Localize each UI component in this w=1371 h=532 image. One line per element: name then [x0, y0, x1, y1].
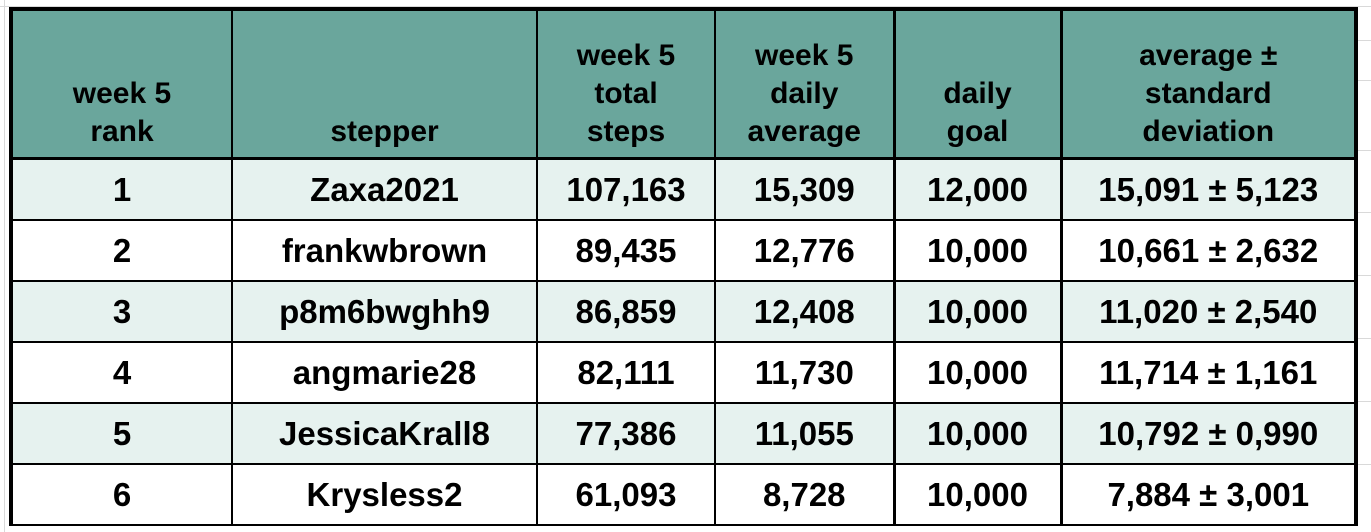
- total-steps-cell[interactable]: 82,111: [536, 341, 716, 404]
- header-label-line: daily: [943, 77, 1012, 110]
- rank-cell[interactable]: 4: [9, 341, 233, 404]
- header-daily-goal[interactable]: daily goal: [892, 7, 1062, 160]
- stepper-cell[interactable]: angmarie28: [231, 341, 538, 404]
- sheet-gridline: [0, 6, 1371, 7]
- stepper-cell[interactable]: Krysless2: [231, 463, 538, 526]
- sheet-gridline: [1358, 338, 1371, 339]
- average-sd-cell[interactable]: 11,020 ± 2,540: [1059, 280, 1358, 343]
- rank-cell[interactable]: 3: [9, 280, 233, 343]
- average-sd-cell[interactable]: 11,714 ± 1,161: [1059, 341, 1358, 404]
- header-daily-average[interactable]: week 5 daily average: [714, 7, 895, 160]
- sheet-gridline: [1358, 80, 1371, 81]
- header-row: week 5 rank stepper week 5 total steps week…: [9, 7, 1358, 160]
- header-label-line: stepper: [330, 115, 439, 148]
- header-label-line: standard: [1144, 77, 1272, 110]
- total-steps-cell[interactable]: 89,435: [536, 219, 716, 282]
- sheet-gridline: [1358, 40, 1371, 41]
- header-label-line: week 5: [755, 39, 854, 72]
- table-row: 3 p8m6bwghh9 86,859 12,408 10,000 11,020 ± 2,…: [9, 280, 1358, 343]
- total-steps-cell[interactable]: 107,163: [536, 157, 716, 221]
- header-stepper[interactable]: stepper: [231, 7, 538, 160]
- total-steps-cell[interactable]: 86,859: [536, 280, 716, 343]
- table-row: 4 angmarie28 82,111 11,730 10,000 11,714 ± 1,…: [9, 341, 1358, 404]
- table-row: 1 Zaxa2021 107,163 15,309 12,000 15,091 ± 5,1…: [9, 157, 1358, 221]
- daily-goal-cell[interactable]: 10,000: [892, 402, 1062, 465]
- header-rank[interactable]: week 5 rank: [9, 7, 233, 160]
- daily-goal-cell[interactable]: 10,000: [892, 219, 1062, 282]
- table-row: 5 JessicaKrall8 77,386 11,055 10,000 10,792 ±…: [9, 402, 1358, 465]
- stepper-cell[interactable]: Zaxa2021: [231, 157, 538, 221]
- total-steps-cell[interactable]: 77,386: [536, 402, 716, 465]
- header-label-line: average ±: [1139, 39, 1278, 72]
- sheet-gridline: [1358, 464, 1371, 465]
- average-sd-cell[interactable]: 7,884 ± 3,001: [1059, 463, 1358, 526]
- stepper-cell[interactable]: JessicaKrall8: [231, 402, 538, 465]
- daily-goal-cell[interactable]: 12,000: [892, 157, 1062, 221]
- header-label-line: average: [747, 115, 861, 148]
- header-label-line: week 5: [72, 77, 172, 110]
- rank-cell[interactable]: 6: [9, 463, 233, 526]
- header-label-line: goal: [946, 115, 1009, 148]
- header-average-sd[interactable]: average ± standard deviation: [1059, 7, 1358, 160]
- rank-cell[interactable]: 2: [9, 219, 233, 282]
- header-label-line: daily: [770, 77, 839, 110]
- header-label-line: week 5: [576, 39, 676, 72]
- stepper-cell[interactable]: frankwbrown: [231, 219, 538, 282]
- daily-goal-cell[interactable]: 10,000: [892, 341, 1062, 404]
- daily-goal-cell[interactable]: 10,000: [892, 463, 1062, 526]
- daily-average-cell[interactable]: 11,055: [714, 402, 895, 465]
- total-steps-cell[interactable]: 61,093: [536, 463, 716, 526]
- average-sd-cell[interactable]: 10,792 ± 0,990: [1059, 402, 1358, 465]
- daily-average-cell[interactable]: 15,309: [714, 157, 895, 221]
- sheet-gridline: [4, 0, 5, 532]
- rank-cell[interactable]: 1: [9, 157, 233, 221]
- sheet-gridline: [1358, 212, 1371, 213]
- sheet-gridline: [1358, 150, 1371, 151]
- sheet-gridline: [1358, 275, 1371, 276]
- average-sd-cell[interactable]: 10,661 ± 2,632: [1059, 219, 1358, 282]
- header-label-line: total: [594, 77, 658, 110]
- header-label-line: deviation: [1142, 115, 1275, 148]
- daily-average-cell[interactable]: 12,408: [714, 280, 895, 343]
- sheet-gridline: [1358, 401, 1371, 402]
- daily-average-cell[interactable]: 11,730: [714, 341, 895, 404]
- table-row: 6 Krysless2 61,093 8,728 10,000 7,884 ± 3,001: [9, 463, 1358, 526]
- header-label-line: rank: [90, 115, 154, 148]
- rank-cell[interactable]: 5: [9, 402, 233, 465]
- daily-goal-cell[interactable]: 10,000: [892, 280, 1062, 343]
- stepper-cell[interactable]: p8m6bwghh9: [231, 280, 538, 343]
- table-row: 2 frankwbrown 89,435 12,776 10,000 10,661 ± 2…: [9, 219, 1358, 282]
- header-total-steps[interactable]: week 5 total steps: [536, 7, 716, 160]
- average-sd-cell[interactable]: 15,091 ± 5,123: [1059, 157, 1358, 221]
- daily-average-cell[interactable]: 12,776: [714, 219, 895, 282]
- daily-average-cell[interactable]: 8,728: [714, 463, 895, 526]
- header-label-line: steps: [586, 115, 666, 148]
- steps-leaderboard-table: week 5 rank stepper week 5 total steps week…: [9, 7, 1358, 526]
